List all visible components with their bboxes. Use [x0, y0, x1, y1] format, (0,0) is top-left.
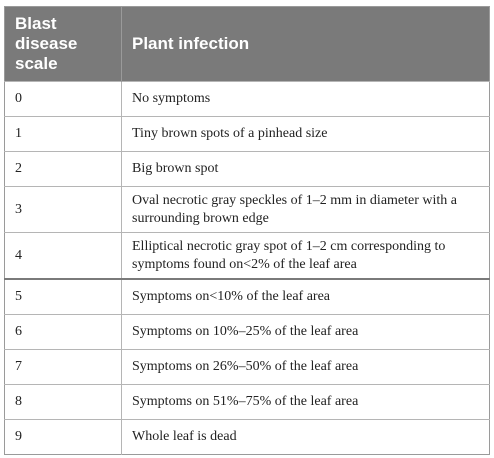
- infection-cell: Tiny brown spots of a pinhead size: [121, 116, 490, 152]
- table-row: 2 Big brown spot: [4, 151, 490, 187]
- scale-cell: 3: [4, 186, 122, 233]
- table-row: 3 Oval necrotic gray speckles of 1–2 mm …: [4, 186, 490, 233]
- scale-cell: 7: [4, 349, 122, 385]
- table-row: 6 Symptoms on 10%–25% of the leaf area: [4, 314, 490, 350]
- infection-cell: No symptoms: [121, 81, 490, 117]
- scale-cell: 9: [4, 419, 122, 455]
- table-row: 1 Tiny brown spots of a pinhead size: [4, 116, 490, 152]
- table-row: 0 No symptoms: [4, 81, 490, 117]
- table-row: 8 Symptoms on 51%–75% of the leaf area: [4, 384, 490, 420]
- blast-disease-table: Blast disease scale Plant infection 0 No…: [4, 6, 490, 455]
- header-row: Blast disease scale Plant infection: [4, 6, 490, 82]
- header-blast-disease-scale: Blast disease scale: [4, 6, 122, 82]
- infection-cell: Symptoms on 26%–50% of the leaf area: [121, 349, 490, 385]
- scale-cell: 5: [4, 278, 122, 315]
- infection-cell: Whole leaf is dead: [121, 419, 490, 455]
- scale-cell: 6: [4, 314, 122, 350]
- table-row: 7 Symptoms on 26%–50% of the leaf area: [4, 349, 490, 385]
- scale-cell: 2: [4, 151, 122, 187]
- scale-cell: 1: [4, 116, 122, 152]
- table-row: 9 Whole leaf is dead: [4, 419, 490, 455]
- infection-cell: Big brown spot: [121, 151, 490, 187]
- infection-cell: Symptoms on 51%–75% of the leaf area: [121, 384, 490, 420]
- infection-cell: Elliptical necrotic gray spot of 1–2 cm …: [121, 232, 490, 279]
- table-row: 4 Elliptical necrotic gray spot of 1–2 c…: [4, 232, 490, 279]
- header-plant-infection: Plant infection: [121, 6, 490, 82]
- scale-cell: 0: [4, 81, 122, 117]
- infection-cell: Symptoms on 10%–25% of the leaf area: [121, 314, 490, 350]
- scale-cell: 8: [4, 384, 122, 420]
- scale-cell: 4: [4, 232, 122, 279]
- infection-cell: Symptoms on<10% of the leaf area: [121, 278, 490, 315]
- infection-cell: Oval necrotic gray speckles of 1–2 mm in…: [121, 186, 490, 233]
- table-row: 5 Symptoms on<10% of the leaf area: [4, 278, 490, 315]
